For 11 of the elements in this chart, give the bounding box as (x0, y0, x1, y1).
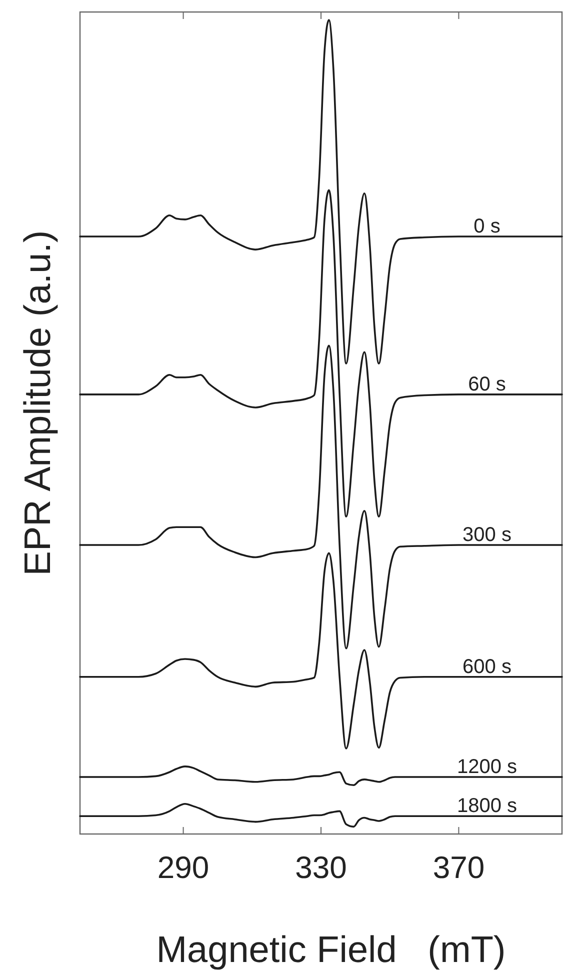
x-tick-label: 330 (295, 850, 347, 886)
series-label: 1200 s (456, 756, 518, 778)
x-tick-label: 290 (157, 850, 210, 886)
series-label: 600 s (462, 656, 512, 678)
series-label: 300 s (462, 524, 512, 546)
x-tick-label: 370 (432, 850, 485, 886)
series-label: 0 s (474, 216, 500, 238)
series-label: 1800 s (456, 795, 518, 818)
series-label: 60 s (468, 373, 506, 396)
x-axis-title: Magnetic Field (mT) (156, 929, 506, 970)
y-axis-title: EPR Amplitude (a.u.) (17, 230, 58, 576)
